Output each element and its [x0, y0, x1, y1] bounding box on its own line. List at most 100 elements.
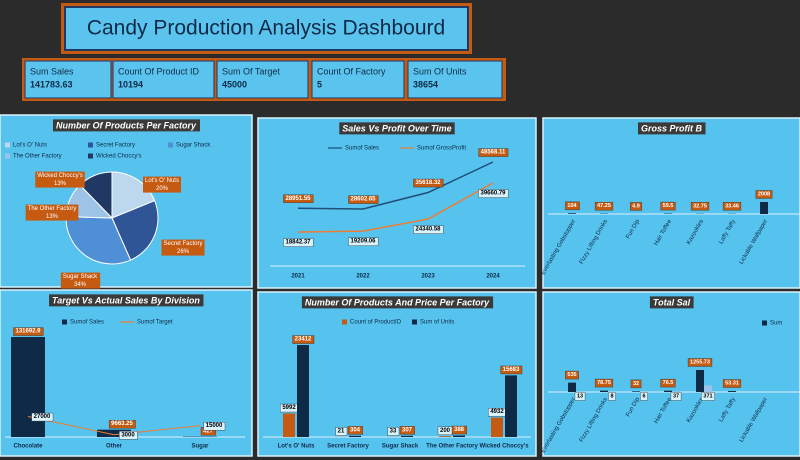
- title-box: [64, 6, 469, 51]
- data-label: 37: [673, 393, 679, 399]
- x-tick-label: Wicked Choccy's: [479, 444, 529, 450]
- x-tick-label: 2022: [356, 274, 370, 280]
- x-tick-label: 2024: [486, 274, 500, 280]
- bar: [728, 391, 736, 392]
- data-label: 48568.11: [481, 150, 506, 156]
- label-box: [660, 378, 676, 388]
- bar: [568, 382, 576, 392]
- label-box: [608, 392, 616, 401]
- data-label: 18842.37: [285, 240, 311, 246]
- label-box: [25, 204, 79, 221]
- panel-title: Total Sal: [653, 297, 691, 307]
- data-label: 4932: [490, 409, 504, 415]
- kpi-label: Sum Sales: [30, 66, 74, 76]
- kpi-value: 38654: [413, 79, 438, 89]
- x-tick-label: 2021: [291, 274, 305, 280]
- label-box: [203, 421, 226, 431]
- pie-slice: [111, 171, 156, 219]
- legend-label: Wicked Choccy's: [96, 154, 142, 160]
- pie-label-category: Sugar Shack: [63, 274, 98, 280]
- data-label: 21: [338, 428, 345, 434]
- label-box: [413, 225, 444, 234]
- legend-label: Sumof Sales: [70, 320, 104, 326]
- label-box: [640, 392, 648, 401]
- dashboard-title: Candy Production Analysis Dashbourd: [87, 17, 445, 40]
- data-label: 28602.65: [350, 197, 376, 203]
- pie-label-category: Wicked Choccy's: [37, 173, 83, 179]
- bar: [664, 390, 672, 392]
- pie-label: Sugar Shack 34%: [60, 272, 101, 289]
- label-box: [500, 365, 523, 375]
- label-box: [13, 327, 44, 336]
- panel-title: Gross Profit B: [641, 123, 703, 133]
- panel-title-box: [339, 122, 455, 135]
- data-label: 19209.06: [350, 239, 376, 245]
- label-box: [701, 392, 715, 401]
- panel-title: Number Of Products And Price Per Factory: [305, 297, 490, 307]
- bar: [349, 435, 361, 437]
- legend-label: Sumof Target: [137, 320, 173, 326]
- bar: [696, 370, 704, 392]
- bar: [283, 413, 295, 437]
- pie-label-text: Wicked Choccy's 13%: [37, 173, 83, 187]
- bar: [568, 213, 576, 214]
- pie-label-value: 13%: [54, 181, 67, 187]
- legend-swatch: [62, 319, 67, 325]
- legend-swatch: [88, 142, 93, 148]
- data-label: 24340.58: [415, 227, 441, 233]
- legend-label: Sumof GrossProfit: [417, 146, 466, 152]
- x-tick-label: 2023: [421, 274, 435, 280]
- legend-swatch: [88, 153, 93, 159]
- pie-label: Secret Factory 26%: [161, 239, 205, 256]
- data-label: 32.75: [693, 203, 707, 209]
- legend-label: Secret Factory: [96, 143, 135, 149]
- x-tick-label: Chocolate: [13, 444, 43, 450]
- data-label: 8: [610, 393, 613, 399]
- data-label: 23412: [295, 337, 312, 343]
- panel: [542, 291, 800, 457]
- data-label: 5992: [282, 405, 296, 411]
- label-box: [292, 335, 315, 344]
- legend-label: Sumof Sales: [345, 146, 379, 152]
- label-box: [413, 178, 444, 188]
- data-label: 53.31: [725, 381, 739, 387]
- kpi-label: Count Of Factory: [317, 66, 386, 76]
- label-box: [687, 358, 713, 367]
- label-box: [690, 202, 710, 211]
- bar: [453, 435, 465, 437]
- pie-slice: [111, 200, 159, 261]
- data-label: 104: [567, 203, 577, 209]
- kpi-label: Count Of Product ID: [118, 66, 200, 76]
- label-box: [722, 379, 742, 388]
- pie-label-text: Sugar Shack 34%: [63, 274, 98, 288]
- data-label: 200: [440, 428, 451, 434]
- legend-swatch: [5, 142, 10, 148]
- label-box: [108, 420, 136, 429]
- panel-title: Target Vs Actual Sales By Division: [52, 295, 200, 305]
- data-label: 47.25: [597, 203, 611, 209]
- kpi-label: Sum Of Target: [222, 66, 280, 76]
- pie-label-text: Lot's O' Nuts 20%: [145, 178, 179, 192]
- kpi-card: [216, 60, 309, 99]
- x-tick-label: Lot's O' Nuts: [278, 444, 316, 450]
- data-label: 15000: [206, 423, 223, 429]
- legend-swatch: [168, 142, 173, 148]
- line-series: [297, 161, 494, 210]
- bar: [760, 202, 768, 214]
- panel-title-box: [649, 296, 694, 309]
- label-box: [283, 194, 314, 203]
- kpi-card: [311, 60, 405, 99]
- label-box: [565, 201, 580, 211]
- bar: [505, 375, 517, 437]
- pie-label-text: Secret Factory 26%: [163, 241, 202, 255]
- pie-label-value: 34%: [74, 282, 87, 288]
- data-label: 307: [402, 427, 413, 433]
- data-label: 371: [703, 393, 712, 399]
- legend-label: Lot's O' Nuts: [13, 143, 47, 149]
- data-label: 131692.9: [15, 329, 41, 335]
- label-box: [722, 202, 742, 211]
- label-box: [348, 237, 379, 246]
- data-label: 6: [642, 393, 645, 399]
- label-box: [594, 201, 614, 211]
